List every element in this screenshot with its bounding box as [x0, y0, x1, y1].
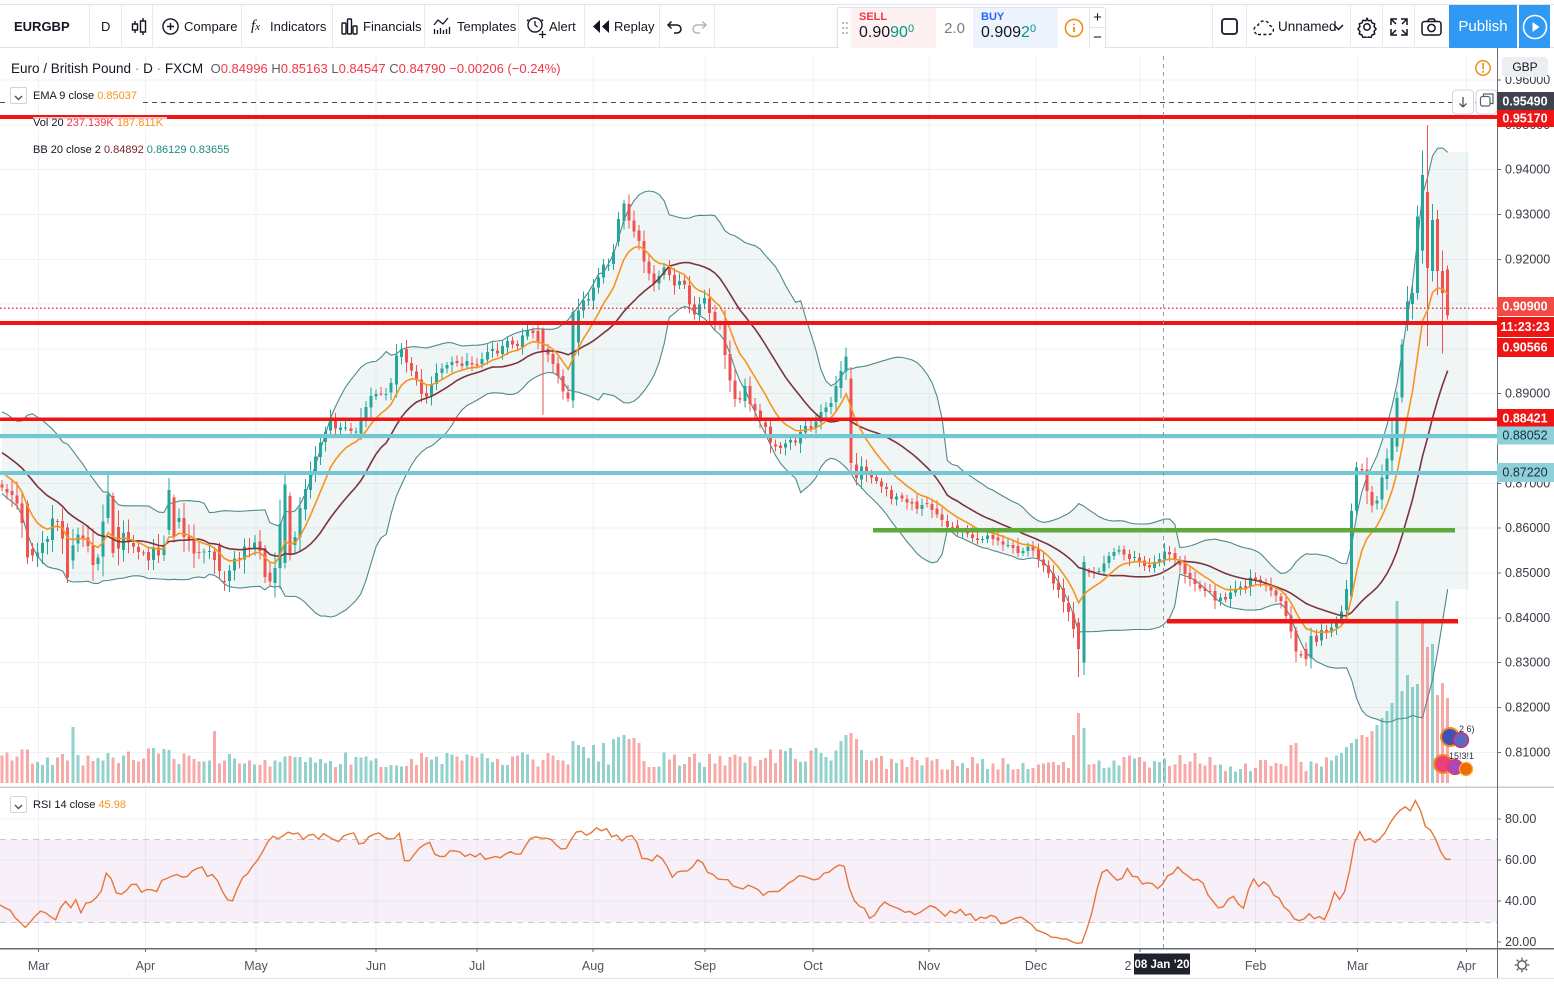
svg-text:Nov: Nov: [918, 959, 941, 973]
svg-text:May: May: [244, 959, 268, 973]
svg-text:0.88421: 0.88421: [1502, 412, 1547, 426]
svg-text:Oct: Oct: [803, 959, 823, 973]
svg-text:Apr: Apr: [136, 959, 155, 973]
svg-text:11:23:23: 11:23:23: [1500, 320, 1549, 334]
svg-text:80.00: 80.00: [1505, 812, 1536, 826]
svg-text:0.90566: 0.90566: [1502, 341, 1547, 355]
svg-text:0.87220: 0.87220: [1502, 466, 1547, 480]
svg-text:Aug: Aug: [582, 959, 604, 973]
svg-text:Feb: Feb: [1245, 959, 1267, 973]
svg-text:0.84000: 0.84000: [1505, 611, 1550, 625]
svg-text:20.00: 20.00: [1505, 935, 1536, 949]
svg-text:Dec: Dec: [1025, 959, 1047, 973]
svg-text:0.95170: 0.95170: [1502, 112, 1547, 126]
svg-text:0.95490: 0.95490: [1502, 95, 1547, 109]
svg-text:2: 2: [1125, 959, 1132, 973]
svg-text:Jun: Jun: [366, 959, 386, 973]
svg-text:Mar: Mar: [28, 959, 50, 973]
svg-text:0.83000: 0.83000: [1505, 656, 1550, 670]
svg-text:0.88052: 0.88052: [1502, 429, 1547, 443]
svg-text:0.85000: 0.85000: [1505, 566, 1550, 580]
svg-text:Apr: Apr: [1457, 959, 1476, 973]
svg-text:0.81000: 0.81000: [1505, 745, 1550, 759]
svg-text:0.92000: 0.92000: [1505, 252, 1550, 266]
svg-text:0.94000: 0.94000: [1505, 163, 1550, 177]
svg-text:0.93000: 0.93000: [1505, 207, 1550, 221]
svg-text:40.00: 40.00: [1505, 894, 1536, 908]
svg-text:2 6): 2 6): [1459, 724, 1475, 734]
svg-text:Mar: Mar: [1347, 959, 1369, 973]
svg-text:0.90900: 0.90900: [1502, 300, 1547, 314]
svg-text:Sep: Sep: [694, 959, 716, 973]
svg-text:08 Jan ’20: 08 Jan ’20: [1135, 959, 1190, 971]
svg-text:60.00: 60.00: [1505, 853, 1536, 867]
svg-text:GBP: GBP: [1512, 60, 1537, 74]
svg-text:0.82000: 0.82000: [1505, 701, 1550, 715]
svg-text:15!3!1: 15!3!1: [1449, 751, 1474, 761]
svg-text:0.86000: 0.86000: [1505, 521, 1550, 535]
svg-text:Jul: Jul: [469, 959, 485, 973]
svg-text:0.89000: 0.89000: [1505, 387, 1550, 401]
